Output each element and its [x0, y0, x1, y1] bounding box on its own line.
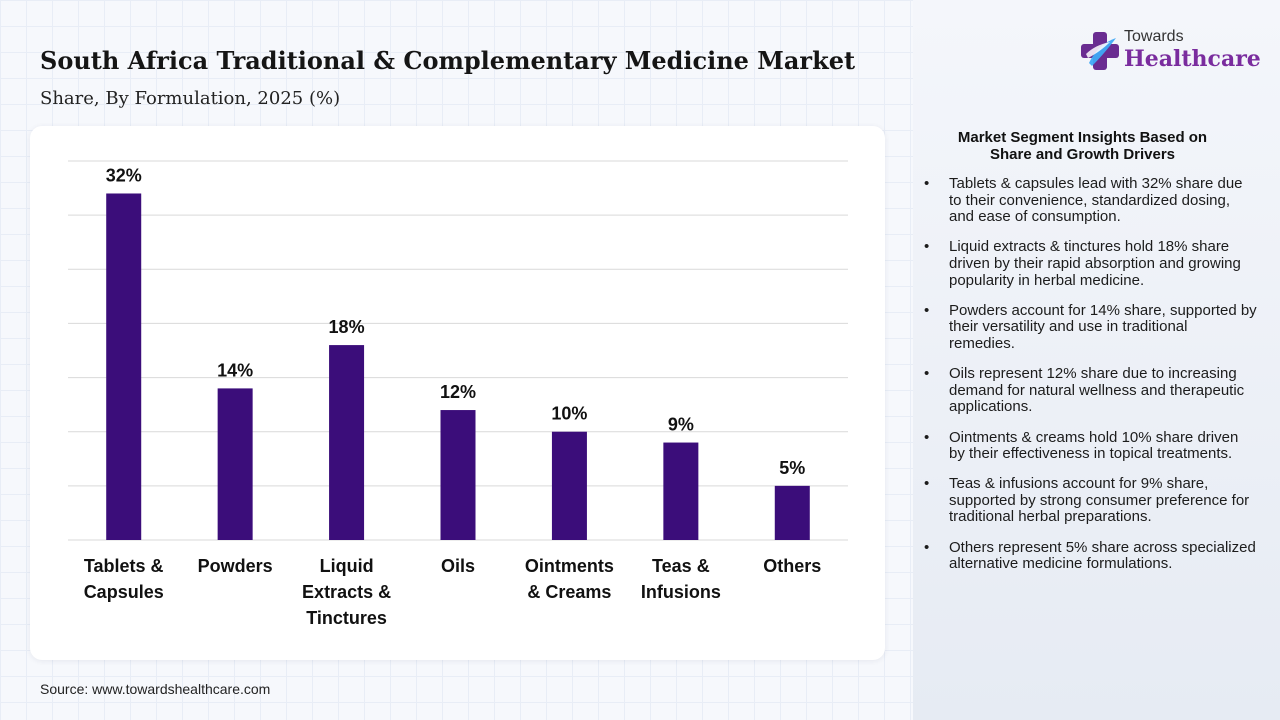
bullet-icon: • — [924, 475, 930, 493]
insight-item: • Oils represent 12% share due to increas… — [922, 365, 1257, 416]
insight-text: Teas & infusions account for 9% share, s… — [949, 475, 1250, 526]
data-label: 5% — [779, 458, 805, 478]
insight-text: Tablets & capsules lead with 32% share d… — [949, 175, 1243, 226]
category-label: Oils — [441, 556, 475, 576]
bar — [329, 345, 365, 540]
category-label: Capsules — [84, 582, 164, 602]
bullet-icon: • — [924, 365, 930, 383]
data-label: 12% — [440, 382, 476, 402]
insight-item: • Tablets & capsules lead with 32% share … — [922, 175, 1257, 226]
insight-item: • Ointments & creams hold 10% share drive… — [922, 428, 1257, 463]
logo-text-top: Towards — [1124, 28, 1184, 45]
category-label: Powders — [198, 556, 273, 576]
insight-text: Liquid extracts & tinctures hold 18% sha… — [949, 238, 1241, 289]
insight-item: • Teas & infusions account for 9% share, … — [922, 475, 1257, 526]
insight-text: Oils represent 12% share due to increasi… — [949, 365, 1245, 416]
category-label: Liquid — [320, 556, 374, 576]
insight-text: Ointments & creams hold 10% share driven… — [949, 428, 1239, 463]
bar — [663, 442, 699, 540]
bullet-icon: • — [924, 538, 930, 556]
insight-item: • Liquid extracts & tinctures hold 18% sh… — [922, 239, 1257, 289]
bar-chart: 32% Tablets & Capsules 14% Powders 18% Liquid E… — [68, 160, 848, 628]
category-label: Infusions — [641, 582, 721, 602]
bullet-icon: • — [924, 238, 930, 256]
cross-plus-icon — [1081, 32, 1119, 70]
category-label: Others — [763, 556, 821, 576]
category-label: Extracts & — [302, 582, 391, 602]
insights-list: • Tablets & capsules lead with 32% share … — [922, 175, 1257, 586]
bullet-icon: • — [924, 175, 930, 192]
data-label: 10% — [551, 404, 587, 424]
bar — [217, 388, 253, 540]
source-note: Source: www.towardshealthcare.com — [40, 681, 271, 697]
category-label: Tablets & — [84, 556, 164, 576]
category-label: Teas & — [652, 556, 710, 576]
insight-item: • Others represent 5% share across specia… — [922, 538, 1257, 573]
bar — [106, 193, 142, 540]
bar — [774, 485, 810, 540]
page-subtitle: Share, By Formulation, 2025 (%) — [40, 88, 341, 109]
insight-text: Powders account for 14% share, supported… — [949, 301, 1257, 352]
data-label: 9% — [668, 415, 694, 435]
chart-card: 32% Tablets & Capsules 14% Powders 18% Liquid E… — [30, 126, 885, 660]
bar — [551, 431, 587, 540]
bullet-icon: • — [924, 301, 930, 319]
category-label: Tinctures — [306, 608, 387, 628]
bullet-icon: • — [924, 428, 930, 446]
logo-text-bottom: Healthcare — [1124, 46, 1261, 72]
insights-panel — [913, 0, 1280, 720]
bar — [440, 410, 476, 540]
data-label: 18% — [329, 317, 365, 337]
data-label: 14% — [217, 360, 253, 380]
insights-heading: Market Segment Insights Based on Share a… — [957, 129, 1208, 163]
brand-logo: Towards Healthcare — [1080, 28, 1261, 78]
page-title: South Africa Traditional & Complementary… — [40, 46, 856, 75]
category-label: Ointments — [525, 556, 614, 576]
insight-item: • Powders account for 14% share, supporte… — [922, 301, 1257, 353]
category-label: & Creams — [527, 582, 611, 602]
insight-text: Others represent 5% share across special… — [949, 538, 1256, 573]
data-label: 32% — [106, 165, 142, 185]
